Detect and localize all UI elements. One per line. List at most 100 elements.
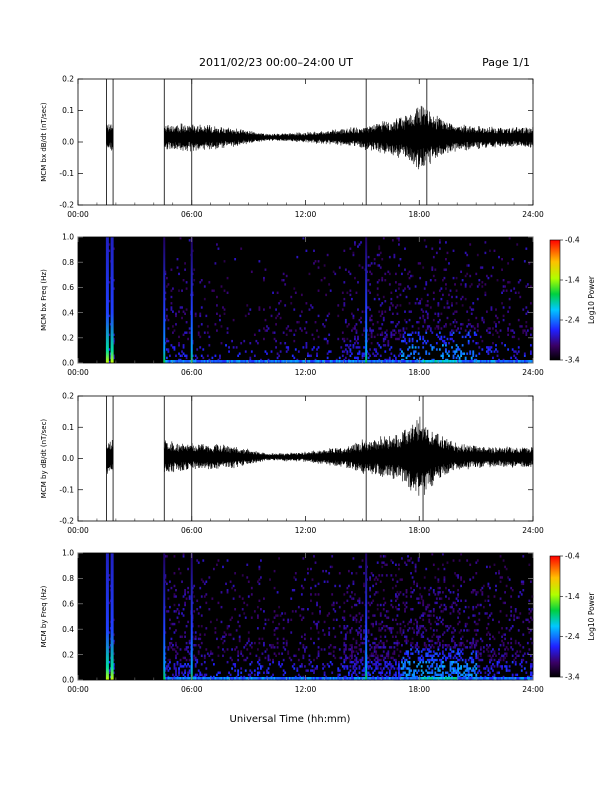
spectrogram-cell xyxy=(438,331,441,334)
spectrogram-cell xyxy=(420,308,423,311)
spectrogram-cell xyxy=(193,279,196,282)
spectrogram-cell xyxy=(416,671,419,674)
spectrogram-cell xyxy=(184,675,186,679)
spectrogram-cell xyxy=(457,610,459,613)
spectrogram-cell xyxy=(457,671,459,674)
spectrogram-cell xyxy=(270,350,273,353)
spectrogram-cell xyxy=(372,614,375,617)
spectrogram-cell xyxy=(211,597,214,600)
spectrogram-cell xyxy=(378,247,381,250)
spectrogram-cell xyxy=(423,339,426,343)
spectrogram-cell xyxy=(485,612,488,615)
spectrogram-cell xyxy=(278,677,281,680)
spectrogram-cell xyxy=(282,360,285,363)
spectrogram-cell xyxy=(445,595,447,598)
spectrogram-cell xyxy=(417,360,420,363)
spectrogram-cell xyxy=(445,608,447,611)
spectrogram-cell xyxy=(311,360,314,363)
spectrogram-cell xyxy=(313,262,315,265)
spectrogram-cell xyxy=(349,629,352,632)
spectrogram-cell xyxy=(164,605,167,609)
spectrogram-cell xyxy=(244,350,247,353)
spectrogram-cell xyxy=(501,291,503,294)
spectrogram-cell xyxy=(314,677,317,680)
spectrogram-cell xyxy=(337,667,340,670)
panel-2: Log10 Power-0.4-1.4-2.4-3.400:00 06:00 12:… xyxy=(40,233,596,377)
spectrogram-cell xyxy=(199,673,202,677)
spectrogram-cell xyxy=(455,344,458,347)
spectrogram-cell xyxy=(260,677,262,680)
spectrogram-cell xyxy=(223,308,226,311)
spectrogram-cell xyxy=(411,337,414,341)
spectrogram-cell xyxy=(504,665,506,668)
spectrogram-cell xyxy=(489,348,491,351)
spectrogram-cell xyxy=(187,663,190,666)
spectrogram-cell xyxy=(469,360,472,363)
spectrogram-cell xyxy=(448,293,450,297)
spectrogram-cell xyxy=(460,297,463,301)
spectrogram-cell xyxy=(167,360,170,363)
spectrogram-cell xyxy=(347,673,350,677)
spectrogram-cell xyxy=(464,605,467,609)
spectrogram-cell xyxy=(422,658,425,662)
spectrogram-cell xyxy=(349,669,352,672)
spectrogram-cell xyxy=(467,605,470,609)
spectrogram-cell xyxy=(169,644,171,647)
spectrogram-cell xyxy=(317,637,320,641)
spectrogram-cell xyxy=(391,677,394,680)
spectrogram-cell xyxy=(399,629,402,632)
spectrogram-cell xyxy=(249,360,252,363)
spectrogram-cell xyxy=(240,652,243,655)
spectrogram-cell xyxy=(390,302,393,305)
spectrogram-cell xyxy=(495,308,497,311)
trace xyxy=(106,396,534,521)
spectrogram-cell xyxy=(432,629,435,632)
spectrogram-cell xyxy=(373,637,376,641)
spectrogram-cell xyxy=(370,262,373,265)
spectrogram-cell xyxy=(396,614,399,617)
spectrogram-cell xyxy=(434,593,437,596)
spectrogram-cell xyxy=(209,650,212,653)
spectrogram-cell xyxy=(390,627,393,630)
spectrogram-cell xyxy=(382,344,385,347)
spectrogram-cell xyxy=(416,633,419,636)
spectrogram-cell xyxy=(484,360,487,363)
spectrogram-cell xyxy=(354,654,356,658)
spectrogram-cell xyxy=(282,658,285,662)
spectrogram-cell xyxy=(314,593,317,596)
spectrogram-cell xyxy=(522,331,525,334)
spectrogram-cell xyxy=(387,656,390,660)
spectrogram-cell xyxy=(510,329,513,332)
spectrogram-cell xyxy=(432,274,435,278)
spectrogram-cell xyxy=(519,295,522,299)
spectrogram-cell xyxy=(526,310,529,313)
spectrogram-cell xyxy=(448,677,450,680)
spectrogram-cell xyxy=(414,646,417,649)
spectrogram-cell xyxy=(235,646,238,649)
spectrogram-cell xyxy=(273,616,276,619)
spectrogram-cell xyxy=(328,627,331,630)
spectrogram-cell xyxy=(211,658,214,662)
spectrogram-cell xyxy=(463,665,466,668)
spectrogram-cell xyxy=(476,329,479,332)
spectrogram-cell xyxy=(445,360,447,363)
spectrogram-cell xyxy=(329,652,332,655)
spectrogram-cell xyxy=(425,352,428,355)
spectrogram-cell xyxy=(407,555,409,558)
spectrogram-cell xyxy=(434,671,437,674)
spectrogram-cell xyxy=(216,360,218,363)
spectrogram-cell xyxy=(437,635,440,638)
spectrogram-cell xyxy=(346,656,349,660)
spectrogram-cell xyxy=(411,673,414,677)
spectrogram-cell xyxy=(472,352,475,355)
spectrogram-cell xyxy=(458,612,461,615)
spectrogram-cell xyxy=(413,677,415,680)
spectrogram-cell xyxy=(203,582,206,586)
spectrogram-cell xyxy=(478,360,481,363)
spectrogram-cell xyxy=(402,329,405,332)
spectrogram-cell xyxy=(442,667,444,670)
spectrogram-cell xyxy=(446,316,449,320)
spectrogram-cell xyxy=(523,354,526,357)
spectrogram-cell xyxy=(250,586,253,590)
spectrogram-cell xyxy=(464,646,467,649)
